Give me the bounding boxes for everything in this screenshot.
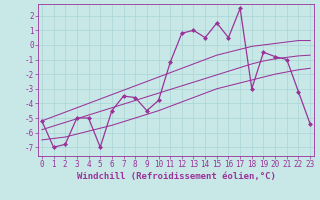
- X-axis label: Windchill (Refroidissement éolien,°C): Windchill (Refroidissement éolien,°C): [76, 172, 276, 181]
